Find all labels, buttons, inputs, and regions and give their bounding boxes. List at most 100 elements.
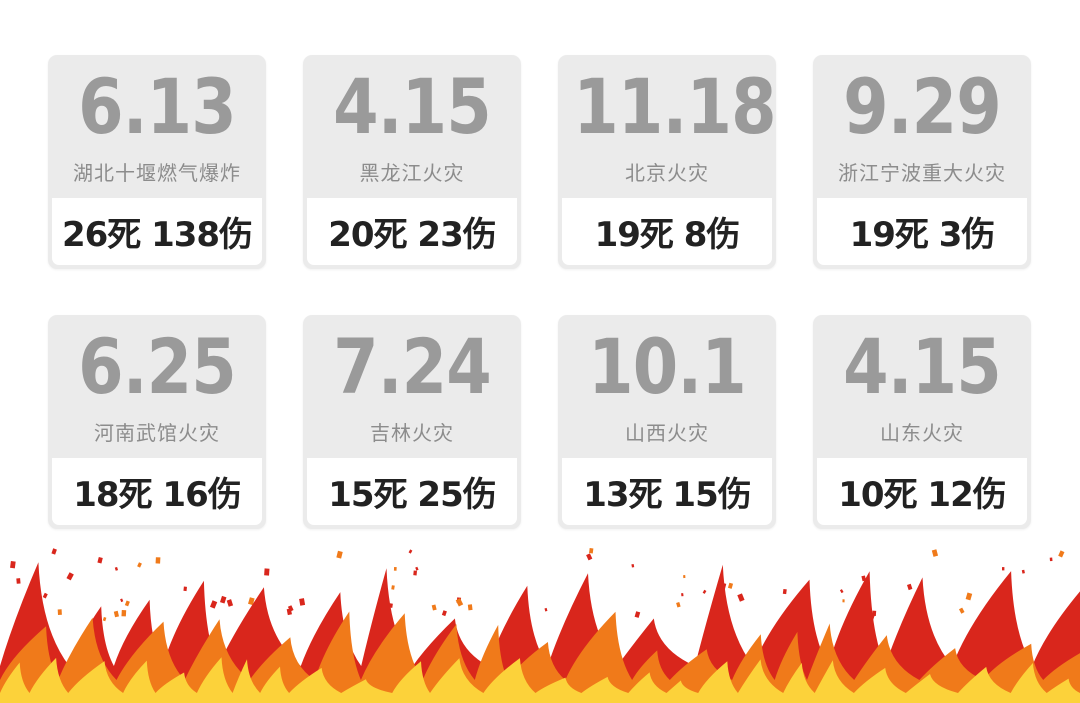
ember-particle	[839, 589, 844, 594]
ember-particle	[634, 611, 641, 618]
casualty-box: 20死 23伤	[307, 198, 517, 265]
ember-particle	[907, 583, 913, 591]
ember-particle	[51, 548, 57, 555]
incident-card: 11.18 北京火灾 19死 8伤	[558, 55, 777, 269]
ember-particle	[727, 582, 734, 589]
ember-particle	[57, 609, 62, 615]
ember-particle	[1002, 567, 1005, 571]
ember-particle	[842, 599, 845, 603]
incident-card: 6.13 湖北十堰燃气爆炸 26死 138伤	[48, 55, 266, 269]
ember-particle	[121, 610, 127, 617]
incident-card: 6.25 河南武馆火灾 18死 16伤	[48, 315, 266, 529]
incident-casualties: 13死 15伤	[583, 475, 751, 515]
ember-particle	[782, 589, 787, 595]
ember-particle	[544, 607, 548, 612]
ember-particle	[124, 600, 130, 607]
casualty-box: 26死 138伤	[52, 198, 262, 265]
ember-particle	[248, 597, 255, 606]
ember-particle	[114, 566, 119, 571]
ember-particle	[264, 568, 270, 576]
ember-particles	[10, 548, 1065, 622]
ember-particle	[931, 549, 939, 557]
ember-particle	[455, 598, 464, 607]
ember-particle	[737, 593, 745, 602]
incident-casualties: 10死 12伤	[838, 475, 1006, 515]
ember-particle	[702, 589, 707, 594]
ember-particle	[683, 575, 686, 579]
incident-date: 4.15	[843, 322, 1002, 411]
incident-event: 湖北十堰燃气爆炸	[73, 161, 241, 185]
incident-casualties: 19死 3伤	[849, 215, 996, 255]
incident-card-grid: 6.13 湖北十堰燃气爆炸 26死 138伤 4.15 黑龙江火灾 20死 23…	[48, 55, 1032, 529]
casualty-box: 10死 12伤	[817, 458, 1027, 525]
incident-event: 山东火灾	[880, 421, 964, 445]
ember-particle	[413, 570, 417, 576]
incident-casualties: 26死 138伤	[61, 215, 253, 255]
ember-particle	[408, 549, 413, 554]
ember-particle	[589, 548, 594, 554]
flame-inner-layer	[0, 657, 1080, 703]
incident-date: 10.1	[588, 322, 747, 411]
ember-particle	[393, 567, 397, 571]
incident-date: 4.15	[333, 62, 492, 151]
fire-flames-illustration	[0, 548, 1080, 703]
incident-casualties: 19死 8伤	[594, 215, 741, 255]
ember-particle	[16, 578, 21, 584]
incident-casualties: 18死 16伤	[73, 475, 241, 515]
incident-casualties: 20死 23伤	[328, 215, 496, 255]
incident-casualties: 15死 25伤	[328, 475, 496, 515]
ember-particle	[286, 608, 292, 616]
ember-particle	[1058, 550, 1065, 558]
ember-particle	[431, 604, 437, 611]
ember-particle	[631, 564, 635, 568]
incident-card: 7.24 吉林火灾 15死 25伤	[303, 315, 521, 529]
casualty-box: 19死 8伤	[562, 198, 772, 265]
incident-date: 6.13	[78, 62, 237, 151]
ember-particle	[120, 598, 124, 603]
ember-particle	[155, 557, 161, 564]
incident-event: 黑龙江火灾	[359, 161, 465, 185]
ember-particle	[137, 562, 142, 568]
ember-particle	[287, 605, 294, 612]
incident-event: 吉林火灾	[370, 421, 454, 445]
ember-particle	[391, 585, 395, 590]
casualty-box: 19死 3伤	[817, 198, 1027, 265]
ember-particle	[42, 592, 48, 599]
incident-card: 4.15 黑龙江火灾 20死 23伤	[303, 55, 521, 269]
ember-particle	[102, 617, 107, 622]
incident-date: 9.29	[843, 62, 1002, 151]
incident-date: 6.25	[78, 322, 237, 411]
incident-date: 7.24	[333, 322, 492, 411]
incident-event: 河南武馆火灾	[94, 421, 220, 445]
ember-particle	[66, 572, 74, 581]
ember-particle	[586, 553, 593, 561]
incident-card: 4.15 山东火灾 10死 12伤	[813, 315, 1031, 529]
incident-event: 北京火灾	[625, 161, 709, 185]
incident-event: 浙江宁波重大火灾	[838, 161, 1006, 185]
ember-particle	[959, 607, 965, 614]
ember-particle	[226, 599, 234, 607]
ember-particle	[336, 550, 343, 559]
ember-particle	[113, 610, 119, 618]
ember-particle	[965, 592, 973, 601]
ember-particle	[441, 610, 447, 617]
ember-particle	[219, 595, 227, 604]
ember-particle	[183, 586, 187, 592]
ember-particle	[97, 557, 103, 564]
incident-event: 山西火灾	[625, 421, 709, 445]
ember-particle	[1021, 569, 1025, 574]
ember-particle	[1049, 557, 1053, 562]
casualty-box: 13死 15伤	[562, 458, 772, 525]
ember-particle	[676, 602, 681, 608]
ember-particle	[299, 598, 306, 606]
ember-particle	[209, 600, 218, 609]
ember-particle	[10, 561, 16, 569]
incident-card: 9.29 浙江宁波重大火灾 19死 3伤	[813, 55, 1031, 269]
incident-date: 11.18	[573, 62, 776, 151]
ember-particle	[467, 604, 473, 611]
ember-particle	[415, 566, 419, 571]
casualty-box: 15死 25伤	[307, 458, 517, 525]
incident-card: 10.1 山西火灾 13死 15伤	[558, 315, 776, 529]
casualty-box: 18死 16伤	[52, 458, 262, 525]
ember-particle	[872, 610, 877, 616]
